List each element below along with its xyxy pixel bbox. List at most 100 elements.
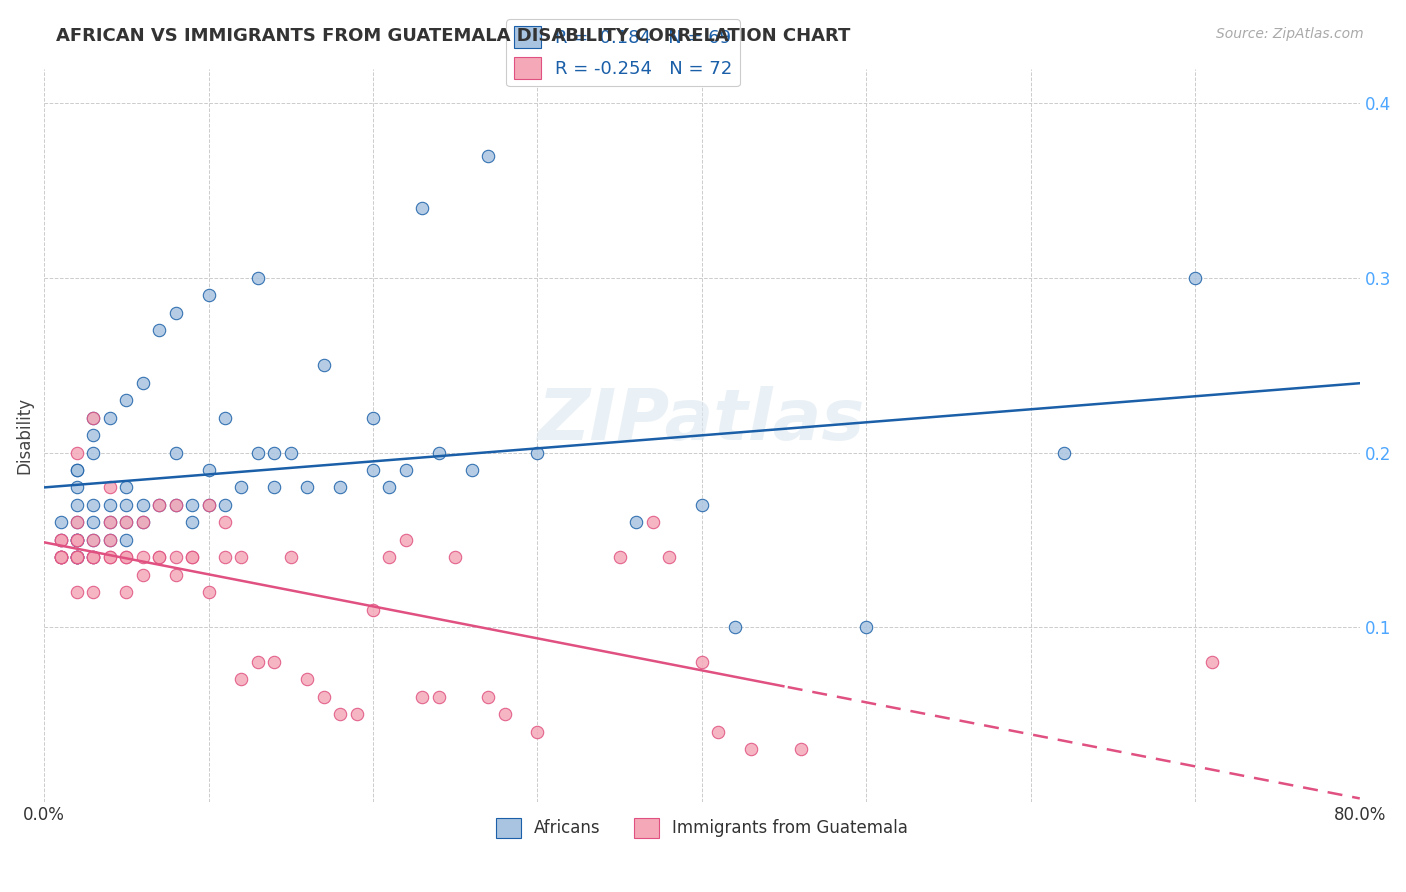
Point	[231, 550, 253, 565]
Point	[427, 690, 450, 704]
Point	[98, 410, 121, 425]
Point	[132, 516, 155, 530]
Point	[740, 742, 762, 756]
Point	[66, 516, 89, 530]
Point	[49, 550, 72, 565]
Point	[115, 480, 138, 494]
Point	[263, 655, 285, 669]
Point	[165, 306, 187, 320]
Point	[378, 550, 401, 565]
Point	[66, 533, 89, 547]
Point	[246, 445, 269, 459]
Text: ZIPatlas: ZIPatlas	[538, 386, 866, 455]
Point	[66, 516, 89, 530]
Point	[460, 463, 482, 477]
Point	[98, 550, 121, 565]
Point	[49, 550, 72, 565]
Point	[658, 550, 681, 565]
Point	[66, 550, 89, 565]
Point	[231, 480, 253, 494]
Y-axis label: Disability: Disability	[15, 396, 32, 474]
Point	[263, 445, 285, 459]
Point	[197, 288, 219, 302]
Point	[66, 550, 89, 565]
Point	[165, 498, 187, 512]
Point	[411, 201, 433, 215]
Point	[395, 463, 418, 477]
Point	[641, 516, 664, 530]
Point	[329, 480, 352, 494]
Point	[181, 550, 204, 565]
Point	[115, 533, 138, 547]
Point	[361, 463, 384, 477]
Point	[49, 550, 72, 565]
Point	[246, 655, 269, 669]
Point	[82, 516, 104, 530]
Point	[49, 550, 72, 565]
Point	[444, 550, 467, 565]
Point	[181, 498, 204, 512]
Point	[395, 533, 418, 547]
Point	[82, 410, 104, 425]
Point	[82, 550, 104, 565]
Point	[526, 724, 548, 739]
Point	[690, 498, 713, 512]
Point	[115, 516, 138, 530]
Point	[49, 533, 72, 547]
Point	[98, 516, 121, 530]
Point	[66, 533, 89, 547]
Point	[477, 149, 499, 163]
Point	[82, 533, 104, 547]
Point	[66, 550, 89, 565]
Point	[197, 498, 219, 512]
Point	[115, 498, 138, 512]
Point	[378, 480, 401, 494]
Point	[98, 480, 121, 494]
Point	[361, 410, 384, 425]
Point	[477, 690, 499, 704]
Point	[690, 655, 713, 669]
Point	[214, 550, 236, 565]
Point	[66, 445, 89, 459]
Point	[132, 376, 155, 390]
Point	[361, 602, 384, 616]
Point	[165, 567, 187, 582]
Point	[197, 498, 219, 512]
Point	[197, 463, 219, 477]
Point	[148, 498, 170, 512]
Point	[98, 533, 121, 547]
Point	[197, 585, 219, 599]
Point	[280, 445, 302, 459]
Point	[98, 533, 121, 547]
Text: AFRICAN VS IMMIGRANTS FROM GUATEMALA DISABILITY CORRELATION CHART: AFRICAN VS IMMIGRANTS FROM GUATEMALA DIS…	[56, 27, 851, 45]
Point	[132, 516, 155, 530]
Point	[132, 550, 155, 565]
Point	[49, 550, 72, 565]
Point	[707, 724, 730, 739]
Point	[66, 463, 89, 477]
Point	[1184, 271, 1206, 285]
Point	[132, 567, 155, 582]
Point	[66, 533, 89, 547]
Point	[82, 550, 104, 565]
Point	[148, 498, 170, 512]
Point	[49, 533, 72, 547]
Point	[1053, 445, 1076, 459]
Point	[280, 550, 302, 565]
Point	[82, 498, 104, 512]
Point	[181, 550, 204, 565]
Point	[66, 480, 89, 494]
Point	[181, 516, 204, 530]
Point	[98, 516, 121, 530]
Point	[49, 550, 72, 565]
Point	[312, 690, 335, 704]
Point	[329, 707, 352, 722]
Point	[82, 428, 104, 442]
Point	[98, 498, 121, 512]
Point	[165, 498, 187, 512]
Point	[82, 445, 104, 459]
Point	[789, 742, 811, 756]
Point	[66, 585, 89, 599]
Point	[66, 550, 89, 565]
Point	[66, 550, 89, 565]
